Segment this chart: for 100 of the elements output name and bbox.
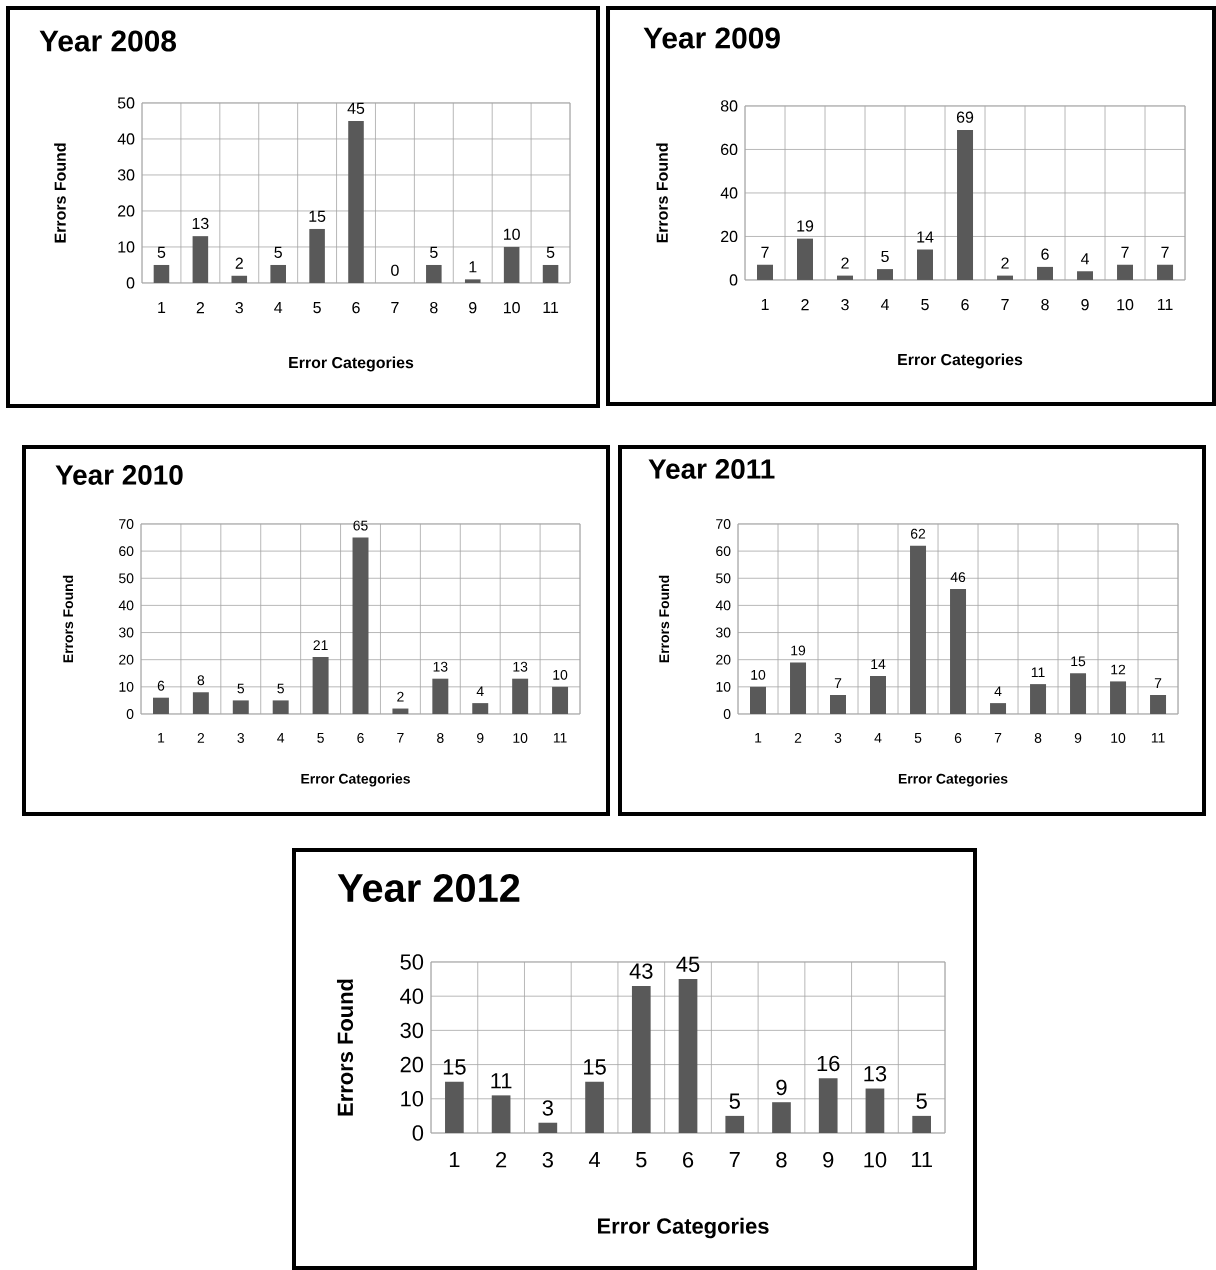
bar: [1030, 684, 1047, 714]
x-tick-label: 11: [543, 302, 559, 313]
x-tick-label: 2: [801, 299, 809, 311]
x-tick-label: 4: [588, 1152, 600, 1168]
x-tick-label: 9: [1074, 733, 1082, 743]
data-label: 21: [313, 640, 328, 650]
y-axis-title: Errors Found: [658, 575, 670, 663]
data-label: 10: [553, 669, 568, 680]
x-tick-label: 8: [430, 302, 438, 314]
data-label: 5: [729, 1093, 740, 1109]
data-label: 6: [157, 680, 165, 691]
y-tick-label: 60: [721, 143, 738, 156]
y-tick-label: 60: [119, 546, 134, 557]
x-tick-label: 11: [1151, 733, 1165, 743]
data-label: 1: [469, 261, 477, 273]
y-tick-label: 70: [716, 519, 731, 529]
y-tick-label: 50: [117, 97, 135, 109]
data-label: 15: [1071, 656, 1086, 667]
y-tick-label: 30: [716, 627, 731, 638]
x-tick-label: 7: [994, 733, 1002, 743]
bar: [352, 537, 369, 714]
x-tick-label: 9: [477, 733, 484, 743]
y-tick-label: 0: [126, 277, 135, 289]
x-tick-label: 6: [954, 733, 962, 743]
data-label: 4: [994, 686, 1002, 697]
bar: [950, 589, 967, 714]
x-tick-label: 8: [776, 1152, 787, 1168]
data-label: 3: [542, 1100, 553, 1116]
data-label: 69: [956, 111, 974, 123]
data-label: 7: [761, 246, 769, 258]
bar: [472, 703, 489, 714]
y-tick-label: 10: [401, 1091, 424, 1107]
x-tick-label: 2: [197, 733, 205, 743]
x-tick-label: 4: [274, 302, 283, 313]
x-axis-title: Error Categories: [301, 773, 410, 787]
data-label: 5: [881, 250, 889, 263]
data-label: 0: [391, 264, 399, 276]
data-label: 2: [1001, 257, 1009, 269]
x-tick-label: 6: [961, 299, 969, 311]
data-label: 9: [776, 1079, 787, 1096]
data-label: 7: [1161, 246, 1169, 258]
bar: [910, 545, 927, 714]
data-label: 5: [430, 246, 438, 258]
y-tick-label: 50: [400, 954, 424, 970]
y-axis-title: Errors Found: [656, 143, 668, 243]
data-label: 16: [817, 1055, 840, 1072]
bar: [192, 236, 209, 283]
x-tick-label: 8: [437, 733, 444, 743]
x-tick-label: 6: [683, 1152, 694, 1168]
bar: [725, 1115, 745, 1133]
y-tick-label: 80: [720, 100, 738, 112]
bar: [552, 686, 569, 714]
chart-title: Year 2010: [55, 465, 183, 485]
data-label: 10: [751, 669, 766, 680]
x-tick-label: 1: [761, 299, 769, 310]
y-axis-title: Errors Found: [336, 979, 354, 1116]
y-tick-label: 40: [720, 187, 738, 199]
y-tick-label: 30: [117, 169, 135, 181]
bar: [865, 1088, 885, 1133]
bar: [797, 238, 814, 280]
bar: [837, 275, 854, 280]
x-tick-label: 11: [1157, 299, 1173, 310]
y-tick-label: 50: [716, 573, 731, 584]
x-tick-label: 1: [449, 1152, 460, 1168]
data-label: 7: [1154, 678, 1162, 688]
bar: [585, 1081, 604, 1133]
data-label: 13: [864, 1065, 887, 1082]
y-tick-label: 20: [400, 1056, 424, 1073]
data-label: 46: [950, 572, 966, 583]
bar: [957, 129, 974, 280]
chart-title: Year 2009: [643, 27, 780, 49]
bar: [870, 675, 887, 714]
y-axis-title: Errors Found: [54, 143, 66, 243]
data-label: 5: [916, 1093, 927, 1109]
data-label: 7: [834, 678, 842, 688]
x-tick-label: 9: [1081, 299, 1089, 311]
x-tick-label: 11: [553, 733, 567, 743]
y-tick-label: 0: [412, 1125, 424, 1141]
y-tick-label: 30: [118, 627, 134, 638]
bar: [270, 264, 286, 283]
bar: [153, 264, 170, 283]
x-tick-label: 11: [911, 1152, 932, 1168]
bar: [1117, 264, 1134, 280]
x-tick-label: 4: [874, 733, 882, 743]
bar: [309, 228, 325, 283]
data-label: 13: [513, 661, 528, 672]
x-axis-title: Error Categories: [898, 773, 1008, 787]
x-tick-label: 3: [841, 299, 849, 311]
y-tick-label: 20: [716, 654, 731, 665]
y-tick-label: 20: [721, 230, 738, 243]
x-tick-label: 10: [1111, 733, 1126, 743]
data-label: 6: [1041, 248, 1049, 260]
x-axis-title: Error Categories: [289, 356, 414, 372]
bar: [538, 1122, 558, 1133]
data-label: 45: [347, 102, 365, 114]
x-tick-label: 1: [158, 302, 166, 313]
chart-title: Year 2011: [648, 459, 775, 479]
x-tick-label: 7: [1001, 299, 1009, 310]
bar: [503, 246, 520, 283]
data-label: 19: [791, 645, 806, 656]
